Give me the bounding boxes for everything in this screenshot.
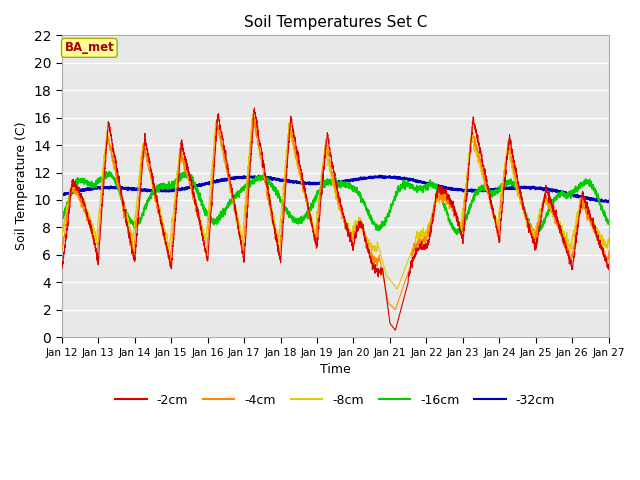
-32cm xyxy=(120,185,128,191)
-32cm xyxy=(605,199,612,204)
-4cm xyxy=(153,203,161,208)
-8cm xyxy=(268,205,275,211)
Line: -4cm: -4cm xyxy=(61,115,609,310)
-2cm xyxy=(392,327,399,333)
-32cm xyxy=(153,188,161,193)
-2cm xyxy=(58,262,65,268)
Y-axis label: Soil Temperature (C): Soil Temperature (C) xyxy=(15,122,28,251)
Legend: -2cm, -4cm, -8cm, -16cm, -32cm: -2cm, -4cm, -8cm, -16cm, -32cm xyxy=(111,389,560,412)
-8cm xyxy=(249,110,257,116)
-2cm xyxy=(120,208,128,214)
-2cm xyxy=(536,228,543,233)
-8cm xyxy=(394,286,401,292)
-4cm xyxy=(536,215,543,220)
-2cm xyxy=(595,235,602,241)
-4cm xyxy=(392,307,399,312)
-8cm xyxy=(595,229,602,235)
-32cm xyxy=(604,199,612,205)
-16cm xyxy=(58,216,65,222)
Line: -2cm: -2cm xyxy=(61,108,609,330)
-4cm xyxy=(268,215,275,221)
-2cm xyxy=(605,265,612,271)
Text: BA_met: BA_met xyxy=(65,41,114,54)
Line: -8cm: -8cm xyxy=(61,113,609,289)
-8cm xyxy=(58,234,65,240)
-4cm xyxy=(250,112,257,118)
-16cm xyxy=(268,183,275,189)
-2cm xyxy=(153,198,161,204)
-32cm xyxy=(291,180,299,185)
-16cm xyxy=(536,227,543,232)
Line: -16cm: -16cm xyxy=(61,172,609,234)
-32cm xyxy=(58,193,65,199)
-2cm xyxy=(292,137,300,143)
-16cm xyxy=(605,220,612,226)
-8cm xyxy=(153,196,161,202)
-4cm xyxy=(292,144,300,150)
-8cm xyxy=(605,237,612,242)
-4cm xyxy=(595,241,602,247)
-4cm xyxy=(605,248,612,254)
-16cm xyxy=(595,196,602,202)
-32cm xyxy=(376,173,383,179)
-4cm xyxy=(120,211,128,216)
-16cm xyxy=(153,186,161,192)
Line: -32cm: -32cm xyxy=(61,176,609,202)
-8cm xyxy=(292,156,300,162)
-8cm xyxy=(536,212,543,217)
-32cm xyxy=(268,177,275,182)
-2cm xyxy=(250,105,258,111)
Title: Soil Temperatures Set C: Soil Temperatures Set C xyxy=(244,15,427,30)
-4cm xyxy=(58,243,65,249)
-16cm xyxy=(120,204,128,210)
-8cm xyxy=(120,205,128,211)
-32cm xyxy=(536,186,543,192)
-32cm xyxy=(595,196,602,202)
-16cm xyxy=(453,231,461,237)
-2cm xyxy=(268,209,275,215)
-16cm xyxy=(292,218,300,224)
-16cm xyxy=(106,169,113,175)
X-axis label: Time: Time xyxy=(320,363,351,376)
